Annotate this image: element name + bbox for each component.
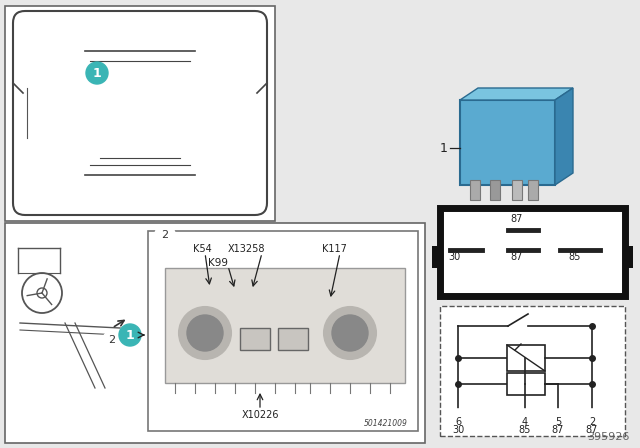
Bar: [512, 180, 522, 200]
Text: 501421009: 501421009: [364, 419, 408, 428]
Text: 395926: 395926: [588, 432, 630, 442]
Circle shape: [103, 331, 121, 349]
Circle shape: [453, 409, 463, 419]
Bar: [440, 306, 625, 436]
FancyBboxPatch shape: [13, 11, 267, 215]
Bar: [507, 345, 545, 371]
Circle shape: [179, 307, 231, 359]
Text: 6: 6: [455, 417, 461, 427]
Bar: [625, 246, 633, 268]
Bar: [507, 373, 545, 395]
Text: 87: 87: [552, 425, 564, 435]
Text: X10226: X10226: [242, 410, 280, 420]
Bar: [5, 223, 425, 443]
Bar: [490, 180, 500, 200]
Text: 87: 87: [586, 425, 598, 435]
Bar: [165, 268, 405, 383]
Text: 30: 30: [452, 425, 464, 435]
Circle shape: [155, 225, 175, 245]
Bar: [440, 208, 625, 296]
Text: K99: K99: [208, 258, 228, 268]
Text: 1: 1: [125, 328, 134, 341]
Circle shape: [520, 409, 530, 419]
Text: 87: 87: [510, 252, 522, 262]
Circle shape: [187, 315, 223, 351]
Text: 2: 2: [108, 335, 116, 345]
Text: 1: 1: [93, 66, 101, 79]
Text: 5: 5: [555, 417, 561, 427]
Text: 30: 30: [448, 252, 460, 262]
Bar: [240, 328, 270, 350]
Circle shape: [553, 409, 563, 419]
Polygon shape: [460, 88, 573, 100]
Text: K117: K117: [322, 244, 347, 254]
Bar: [460, 100, 555, 185]
Text: 1: 1: [440, 142, 448, 155]
Bar: [470, 180, 480, 200]
Text: 2: 2: [161, 230, 168, 240]
Polygon shape: [555, 88, 573, 185]
Text: 85: 85: [568, 252, 580, 262]
Circle shape: [119, 324, 141, 346]
Text: 4: 4: [522, 417, 528, 427]
Bar: [5, 6, 275, 221]
Bar: [528, 180, 538, 200]
Circle shape: [332, 315, 368, 351]
Text: 87: 87: [510, 214, 522, 224]
Bar: [148, 231, 418, 431]
Text: 2: 2: [589, 417, 595, 427]
Text: K54: K54: [193, 244, 212, 254]
Text: X13258: X13258: [228, 244, 266, 254]
Circle shape: [587, 409, 597, 419]
Circle shape: [324, 307, 376, 359]
Bar: [278, 328, 308, 350]
Text: 85: 85: [519, 425, 531, 435]
Bar: [432, 246, 440, 268]
Circle shape: [86, 62, 108, 84]
